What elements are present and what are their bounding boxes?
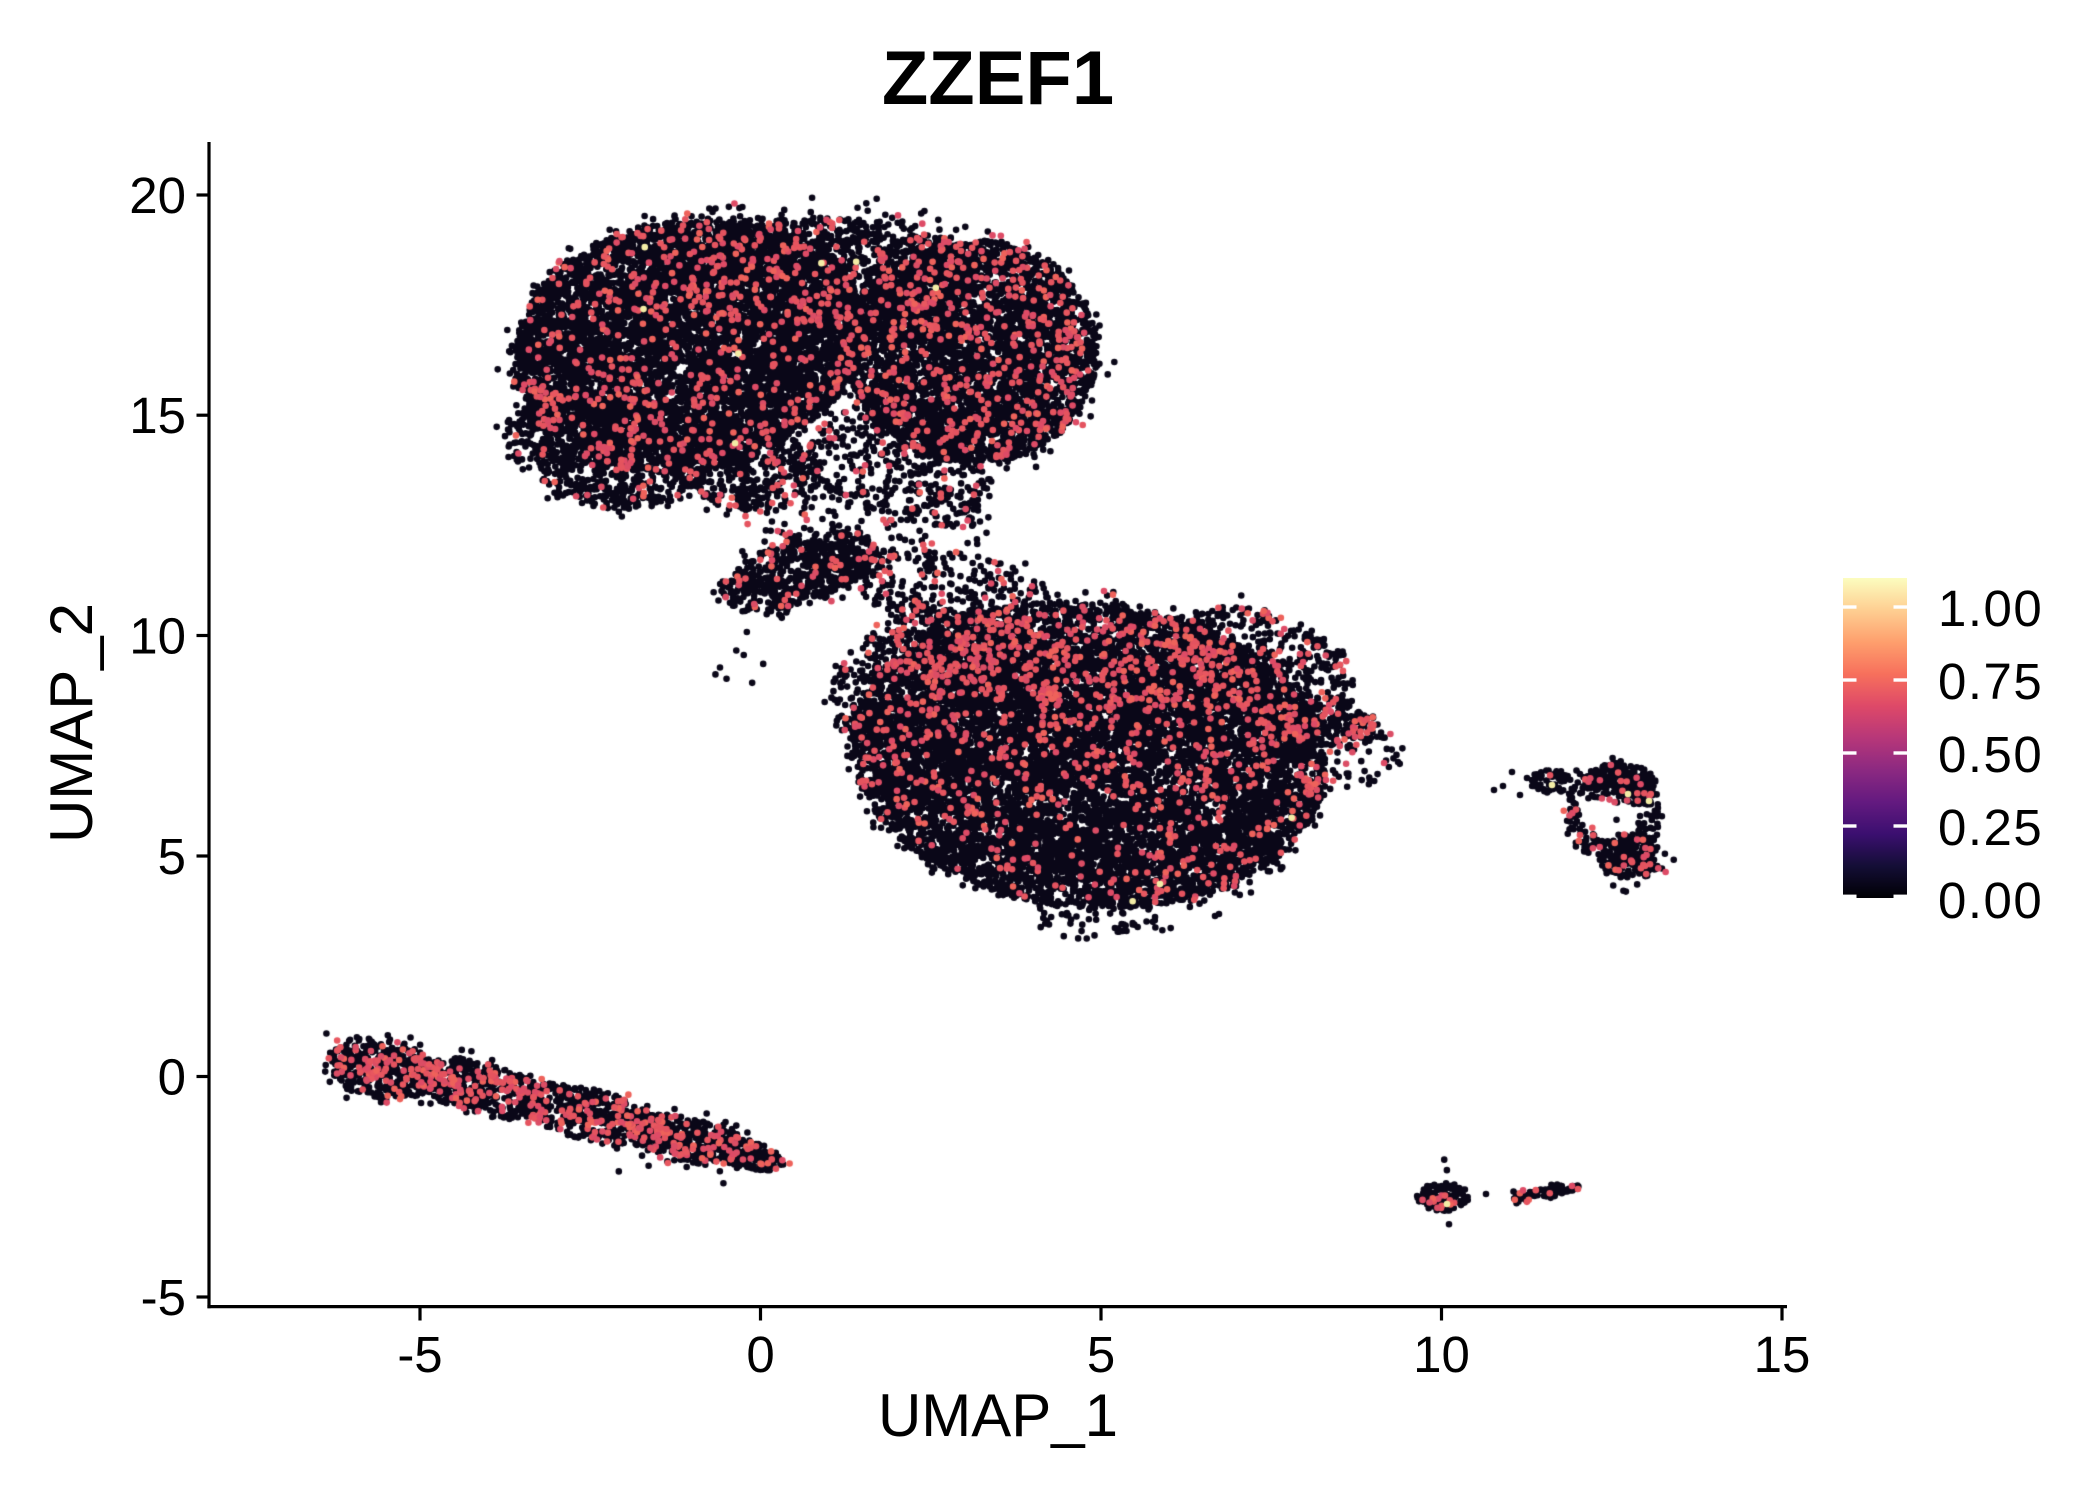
svg-text:ZZEF1: ZZEF1 xyxy=(882,36,1114,121)
svg-text:UMAP_1: UMAP_1 xyxy=(878,1382,1118,1449)
svg-text:10: 10 xyxy=(1413,1326,1470,1383)
svg-text:0.00: 0.00 xyxy=(1938,872,2043,929)
svg-text:20: 20 xyxy=(129,167,186,224)
svg-text:5: 5 xyxy=(158,828,186,885)
svg-text:-5: -5 xyxy=(141,1269,186,1326)
svg-text:0: 0 xyxy=(158,1049,186,1106)
svg-text:0.50: 0.50 xyxy=(1938,726,2043,783)
svg-text:-5: -5 xyxy=(397,1326,442,1383)
svg-text:0: 0 xyxy=(746,1326,774,1383)
svg-text:0.75: 0.75 xyxy=(1938,653,2043,710)
svg-text:UMAP_2: UMAP_2 xyxy=(38,603,105,843)
svg-text:0.25: 0.25 xyxy=(1938,799,2043,856)
svg-text:15: 15 xyxy=(1754,1326,1811,1383)
svg-text:5: 5 xyxy=(1087,1326,1115,1383)
svg-text:15: 15 xyxy=(129,387,186,444)
svg-text:1.00: 1.00 xyxy=(1938,580,2043,637)
svg-text:10: 10 xyxy=(129,608,186,665)
